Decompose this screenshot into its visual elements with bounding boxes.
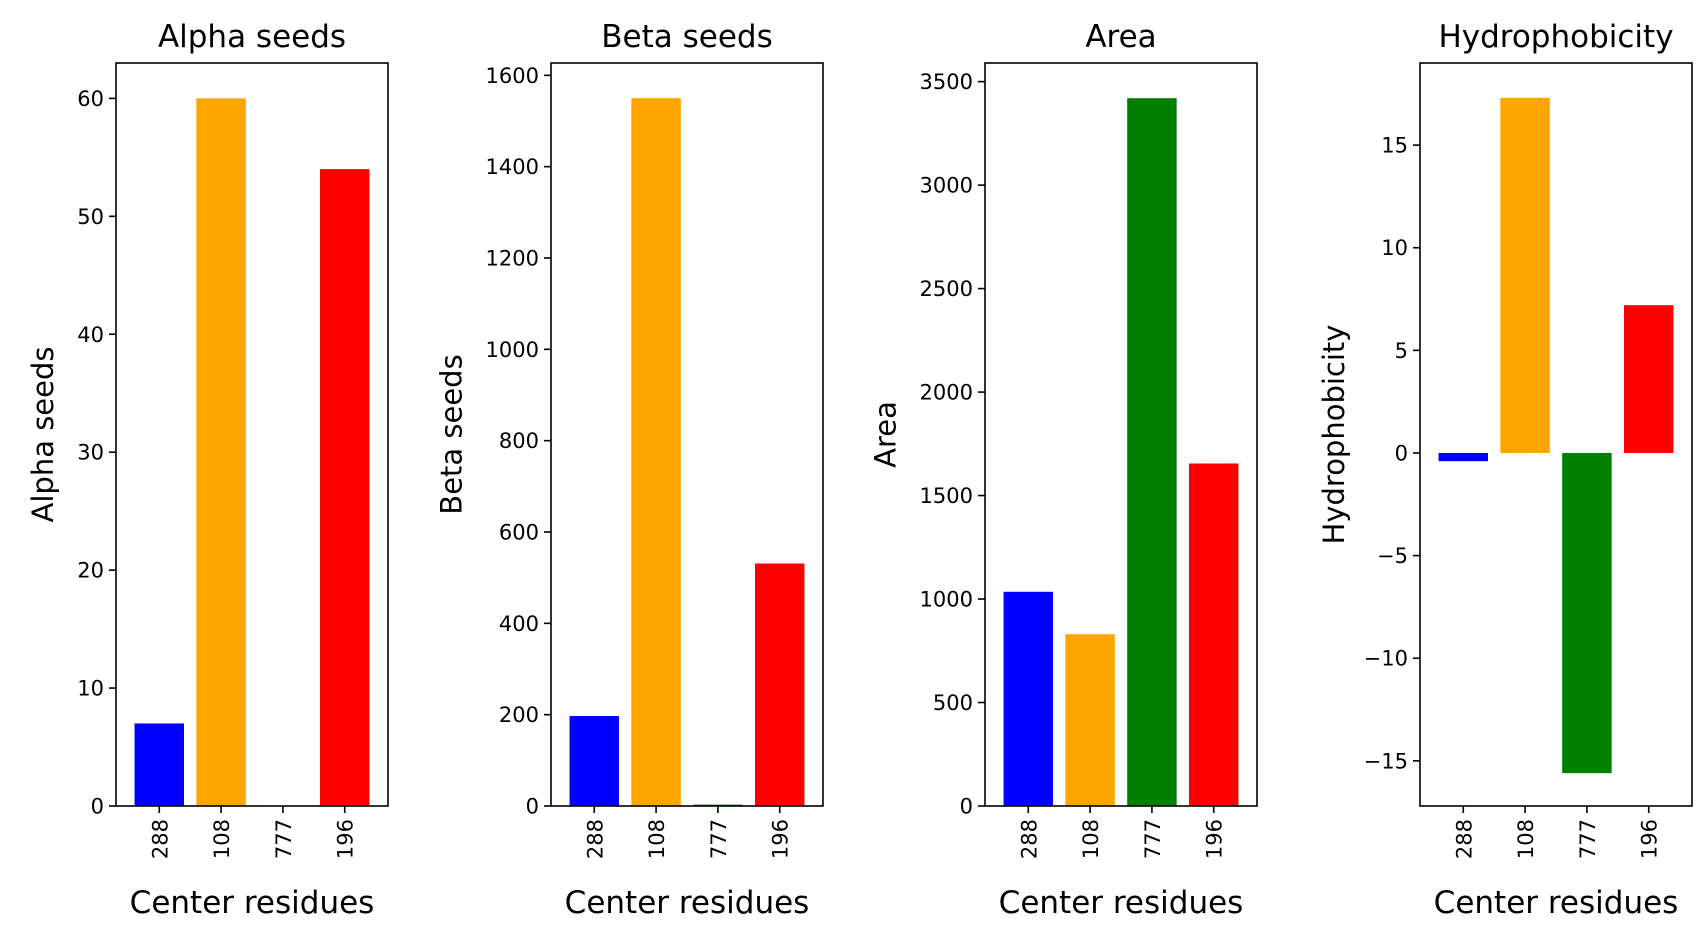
- y-tick-label: 1400: [486, 155, 539, 179]
- y-tick-label: 500: [933, 691, 973, 715]
- x-tick-label: 288: [583, 819, 607, 859]
- y-tick-label: 3500: [920, 70, 973, 94]
- chart-panel: 0 500 1000 1500 2000 2500 3000 3500 288 108 777 196…: [868, 19, 1258, 921]
- y-tick-label: 1500: [920, 484, 973, 508]
- x-tick-label: 777: [1576, 819, 1600, 859]
- y-axis-label: Alpha seeds: [26, 347, 60, 523]
- y-tick-label: 2500: [920, 277, 973, 301]
- x-axis-label: Center residues: [565, 885, 810, 921]
- y-tick-label: 15: [1381, 134, 1408, 158]
- x-tick-label: 108: [645, 819, 669, 859]
- bar-196: [1624, 305, 1674, 453]
- y-tick-label: 0: [1395, 441, 1408, 465]
- bar-777: [1127, 98, 1177, 807]
- x-tick-label: 288: [1017, 819, 1041, 859]
- y-axis-label: Beta seeds: [434, 354, 468, 514]
- y-axis-label: Area: [868, 401, 902, 468]
- y-tick-label: 0: [91, 795, 104, 819]
- y-tick-label: 400: [499, 612, 539, 636]
- x-tick-label: 288: [148, 819, 172, 859]
- y-tick-label: 10: [77, 677, 104, 701]
- bar-288: [1003, 591, 1053, 806]
- x-tick-label: 288: [1452, 819, 1476, 859]
- y-tick-label: 3000: [920, 174, 973, 198]
- bar-196: [320, 169, 370, 807]
- y-tick-label: 1200: [486, 246, 539, 270]
- bar-108: [1065, 634, 1115, 806]
- bar-288: [1438, 452, 1488, 462]
- axes-frame: [984, 62, 1258, 807]
- y-tick-label: 40: [77, 323, 104, 347]
- y-axis-label: Hydrophobicity: [1317, 325, 1351, 545]
- chart-title: Alpha seeds: [158, 19, 346, 55]
- chart-panel: 0 10 20 30 40 50 60 288 108 777 196 Alpha seeds Cent…: [26, 19, 389, 921]
- x-tick-label: 777: [1141, 819, 1165, 859]
- y-tick-label: 20: [77, 559, 104, 583]
- chart-title: Area: [1085, 19, 1156, 55]
- y-tick-label: 0: [960, 795, 973, 819]
- axes-frame: [550, 62, 824, 807]
- bar-196: [1189, 463, 1239, 806]
- x-tick-label: 108: [1079, 819, 1103, 859]
- y-tick-label: 10: [1381, 236, 1408, 260]
- axes-frame: [1419, 62, 1693, 807]
- y-tick-label: 50: [77, 205, 104, 229]
- bar-108: [631, 98, 681, 806]
- y-tick-label: 800: [499, 429, 539, 453]
- x-tick-label: 777: [707, 819, 731, 859]
- bar-108: [1500, 97, 1550, 453]
- y-tick-label: 5: [1395, 339, 1408, 363]
- bar-777: [1562, 452, 1612, 774]
- bar-288: [134, 723, 184, 806]
- y-tick-label: 1000: [486, 338, 539, 362]
- chart-title: Hydrophobicity: [1438, 19, 1673, 55]
- x-axis-label: Center residues: [999, 885, 1244, 921]
- y-tick-label: −10: [1364, 647, 1408, 671]
- y-tick-label: 200: [499, 703, 539, 727]
- x-tick-label: 108: [210, 819, 234, 859]
- axes-frame: [115, 62, 389, 807]
- x-tick-label: 777: [272, 819, 296, 859]
- chart-panel: −15 −10 −5 0 5 10 15 288 108 777 196 Hydrophobicity…: [1317, 19, 1693, 921]
- chart-title: Beta seeds: [601, 19, 772, 55]
- y-tick-label: −5: [1377, 544, 1408, 568]
- bar-196: [755, 563, 805, 806]
- x-tick-label: 196: [1203, 819, 1227, 859]
- y-tick-label: 0: [526, 795, 539, 819]
- y-tick-label: 60: [77, 87, 104, 111]
- bar-108: [196, 98, 246, 806]
- x-axis-label: Center residues: [130, 885, 375, 921]
- y-tick-label: 600: [499, 520, 539, 544]
- y-tick-label: 30: [77, 441, 104, 465]
- y-tick-label: −15: [1364, 749, 1408, 773]
- y-tick-label: 2000: [920, 381, 973, 405]
- x-axis-label: Center residues: [1434, 885, 1679, 921]
- x-tick-label: 108: [1514, 819, 1538, 859]
- x-tick-label: 196: [1638, 819, 1662, 859]
- y-tick-label: 1600: [486, 64, 539, 88]
- x-tick-label: 196: [334, 819, 358, 859]
- chart-panel: 0 200 400 600 800 1000 1200 1400 1600 288 108 777 19…: [434, 19, 824, 921]
- x-tick-label: 196: [769, 819, 793, 859]
- bar-288: [569, 716, 619, 806]
- y-tick-label: 1000: [920, 588, 973, 612]
